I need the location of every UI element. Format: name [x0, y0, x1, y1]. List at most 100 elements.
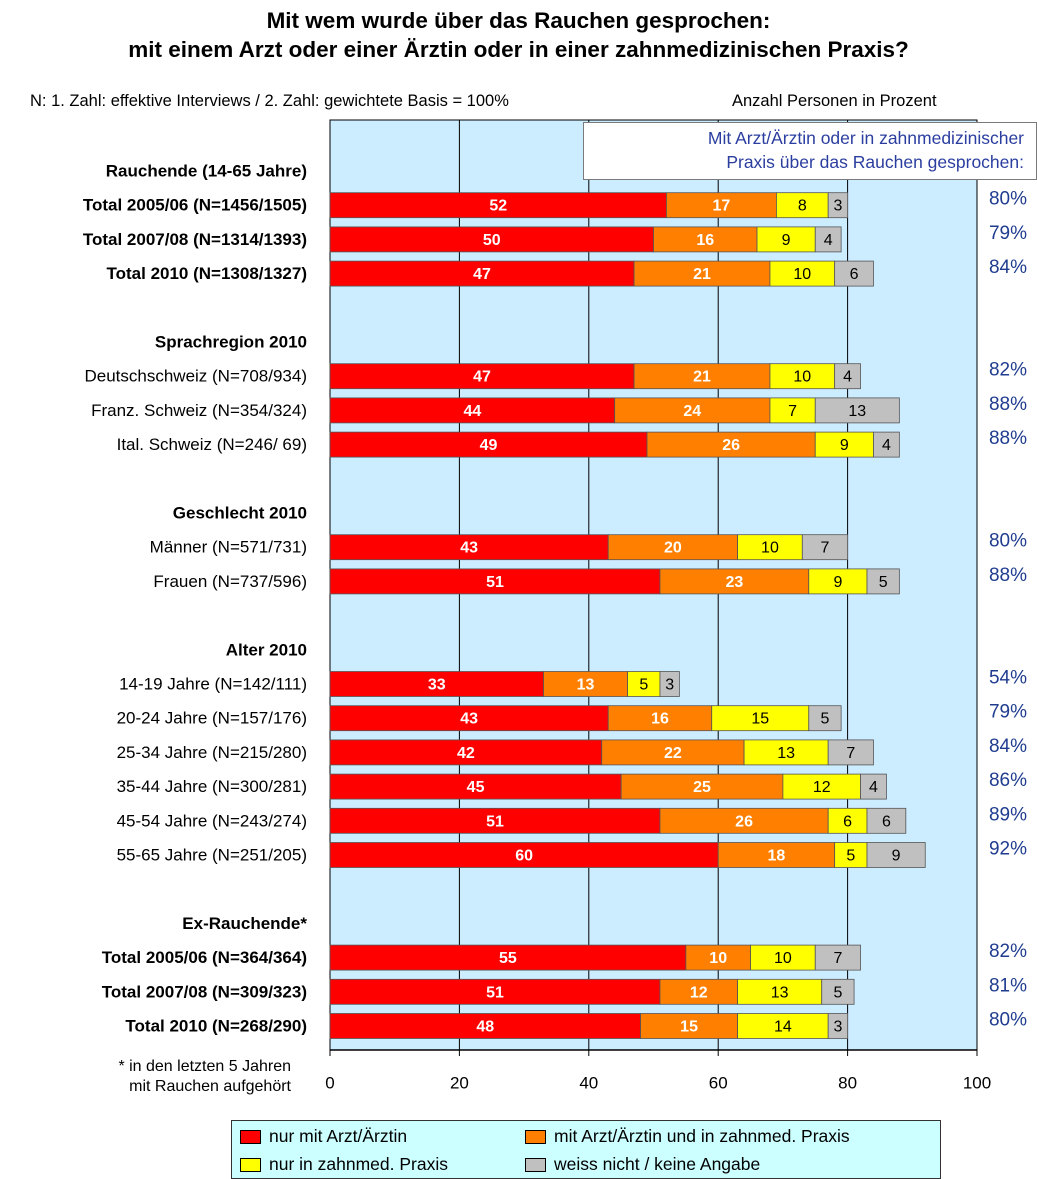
legend-swatch-zahnmed	[240, 1157, 261, 1172]
row-total-label: 79%	[989, 702, 1027, 723]
row-total-label: 82%	[989, 941, 1027, 962]
bar-value-label: 5	[846, 848, 855, 865]
bar-value-label: 8	[798, 198, 807, 215]
bar-segment-zahnmed	[627, 671, 661, 697]
bar-value-label: 45	[467, 779, 485, 796]
row-total-label: 80%	[989, 1010, 1027, 1031]
bar-value-label: 51	[486, 984, 504, 1001]
bar-value-label: 7	[846, 745, 855, 762]
bar-value-label: 13	[771, 984, 789, 1001]
bar-value-label: 6	[843, 813, 852, 830]
bar-value-label: 5	[833, 984, 842, 1001]
bar-segment-keine-angabe	[814, 226, 842, 253]
bar-segment-beide	[633, 260, 771, 287]
row-label: 35-44 Jahre (N=300/281)	[117, 777, 307, 796]
bar-segment-keine-angabe	[827, 1013, 849, 1039]
row-label: Total 2007/08 (N=309/323)	[102, 982, 307, 1001]
x-tick-label: 100	[963, 1074, 991, 1093]
bar-value-label: 5	[639, 677, 648, 694]
callout-line-2: Praxis über das Rauchen gesprochen:	[726, 152, 1024, 172]
bar-segment-zahnmed	[737, 1013, 829, 1039]
footnote-line-1: * in den letzten 5 Jahren	[118, 1058, 291, 1075]
bar-segment-keine-angabe	[814, 944, 861, 971]
row-label: 55-65 Jahre (N=251/205)	[117, 846, 307, 865]
bar-segment-keine-angabe	[821, 978, 855, 1005]
bar-value-label: 15	[680, 1019, 698, 1036]
legend-item-zahnmed: nur in zahnmed. Praxis	[240, 1154, 448, 1175]
bar-segment-keine-angabe	[814, 397, 900, 424]
bar-value-label: 26	[735, 813, 753, 830]
bar-segment-zahnmed	[737, 534, 803, 561]
bar-value-label: 51	[486, 813, 504, 830]
bar-segment-beide	[543, 671, 629, 697]
row-label: Franz. Schweiz (N=354/324)	[91, 401, 307, 420]
row-total-label: 80%	[989, 189, 1027, 210]
row-label: Deutschschweiz (N=708/934)	[84, 367, 307, 386]
bar-value-label: 51	[486, 574, 504, 591]
bar-value-label: 12	[813, 779, 831, 796]
bar-value-label: 9	[782, 232, 791, 249]
bar-segment-keine-angabe	[866, 568, 900, 595]
note-left: N: 1. Zahl: effektive Interviews / 2. Za…	[30, 92, 509, 110]
row-total-label: 84%	[989, 257, 1027, 278]
row-total-label: 79%	[989, 223, 1027, 244]
bar-segment-beide	[717, 842, 836, 868]
bar-value-label: 9	[892, 848, 901, 865]
bar-segment-keine-angabe	[860, 773, 887, 800]
bar-segment-arzt	[329, 978, 661, 1005]
group-heading: Alter 2010	[226, 640, 307, 659]
bar-value-label: 49	[480, 437, 498, 454]
bar-value-label: 16	[651, 711, 669, 728]
row-label: 20-24 Jahre (N=157/176)	[117, 709, 307, 728]
bar-value-label: 26	[722, 437, 740, 454]
callout-line-1: Mit Arzt/Ärztin oder in zahnmedizinische…	[707, 128, 1024, 148]
bar-segment-zahnmed	[756, 226, 816, 253]
bar-segment-zahnmed	[743, 739, 829, 766]
legend-item-beide: mit Arzt/Ärztin und in zahnmed. Praxis	[525, 1126, 850, 1147]
bar-segment-arzt	[329, 739, 603, 766]
bar-value-label: 13	[848, 403, 866, 420]
x-tick-label: 40	[579, 1074, 598, 1093]
bar-segment-zahnmed	[808, 568, 868, 595]
bar-value-label: 7	[833, 950, 842, 967]
legend-swatch-beide	[525, 1129, 546, 1144]
bar-value-label: 10	[793, 266, 811, 283]
bar-value-label: 10	[761, 540, 779, 557]
bar-segment-beide	[653, 226, 758, 253]
row-total-label: 84%	[989, 736, 1027, 757]
bar-segment-arzt	[329, 773, 622, 800]
bar-segment-arzt	[329, 363, 635, 390]
bar-segment-beide	[659, 807, 829, 834]
bar-segment-keine-angabe	[801, 534, 848, 561]
bar-value-label: 13	[777, 745, 795, 762]
x-tick-label: 80	[838, 1074, 857, 1093]
bar-segment-beide	[666, 192, 777, 219]
group-heading: Geschlecht 2010	[173, 504, 307, 523]
bar-value-label: 4	[824, 232, 833, 249]
bar-segment-zahnmed	[769, 397, 816, 424]
note-right: Anzahl Personen in Prozent	[732, 92, 937, 110]
bar-segment-zahnmed	[769, 363, 836, 390]
row-label: Frauen (N=737/596)	[153, 572, 307, 591]
row-total-label: 89%	[989, 804, 1027, 825]
legend-swatch-keine-angabe	[525, 1157, 546, 1172]
legend-swatch-arzt	[240, 1129, 261, 1144]
bar-value-label: 20	[664, 540, 682, 557]
title-line-1: Mit wem wurde über das Rauchen gesproche…	[266, 8, 771, 33]
bar-value-label: 10	[774, 950, 792, 967]
bar-value-label: 25	[693, 779, 711, 796]
bar-value-label: 12	[690, 984, 708, 1001]
bar-segment-keine-angabe	[866, 842, 926, 868]
bar-value-label: 47	[473, 369, 491, 386]
bar-segment-arzt	[329, 534, 609, 561]
bar-value-label: 16	[696, 232, 714, 249]
x-tick-label: 60	[709, 1074, 728, 1093]
bar-value-label: 42	[457, 745, 475, 762]
bar-segment-arzt	[329, 568, 661, 595]
row-label: Total 2010 (N=1308/1327)	[107, 264, 308, 283]
x-tick-label: 0	[325, 1074, 334, 1093]
bar-segment-beide	[646, 431, 816, 458]
bar-value-label: 7	[821, 540, 830, 557]
bar-value-label: 22	[664, 745, 682, 762]
